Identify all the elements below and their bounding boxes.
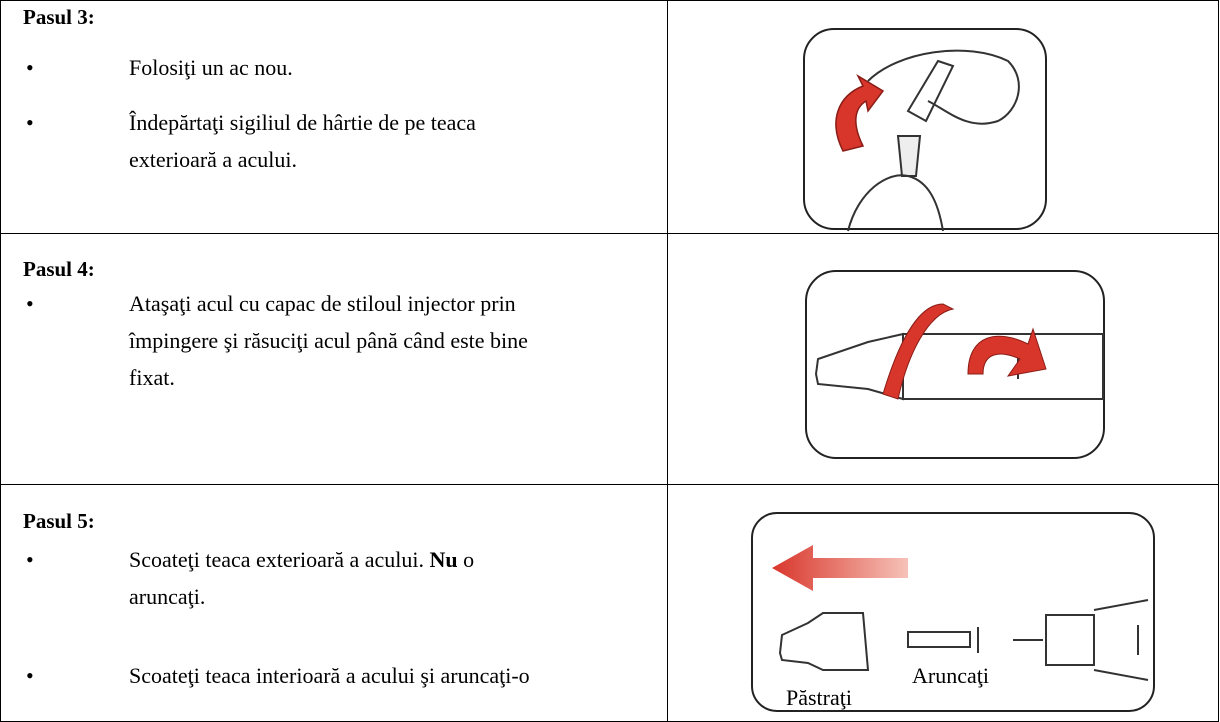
text-line: aruncaţi. — [129, 584, 206, 609]
illustration — [805, 270, 1105, 459]
image-label: Păstraţi — [786, 685, 852, 710]
text-cell: Pasul 5: • Scoateţi teaca exterioară a ac… — [1, 485, 668, 721]
text-line: Ataşaţi acul cu capac de stiloul injecto… — [129, 291, 516, 316]
text-line: împingere şi răsuciţi acul până când est… — [129, 328, 528, 353]
table-row: Pasul 3: • Folosiţi un ac nou. • Îndepărta… — [0, 0, 1219, 234]
step-title: Pasul 5: — [23, 509, 95, 533]
text-line: Îndepărtaţi sigiliul de hârtie de pe tea… — [129, 110, 476, 135]
text-segment: Scoateţi teaca exterioară a acului. — [129, 547, 424, 572]
table-row: Pasul 5: • Scoateţi teaca exterioară a ac… — [0, 484, 1219, 722]
bullet-item: • Scoateţi teaca exterioară a acului. Nu … — [23, 541, 667, 615]
text-line: Scoateţi teaca exterioară a acului. Nu o — [129, 541, 667, 578]
bullet-symbol: • — [26, 55, 34, 80]
image-label: Aruncaţi — [912, 663, 989, 688]
text-line: Folosiţi un ac nou. — [129, 55, 293, 80]
step-title: Pasul 4: — [23, 257, 95, 281]
illustration — [803, 28, 1047, 232]
step-title: Pasul 3: — [23, 5, 95, 29]
text-line: exterioară a acului. — [129, 147, 297, 172]
text-line: fixat. — [129, 365, 175, 390]
text-line: Scoateţi teaca interioară a acului şi ar… — [129, 663, 530, 688]
bullet-item: • Folosiţi un ac nou. — [23, 49, 667, 86]
illustration: Păstraţi Aruncaţi — [751, 512, 1155, 712]
bullet-item: • Ataşaţi acul cu capac de stiloul inject… — [23, 285, 667, 396]
bullet-symbol: • — [26, 291, 34, 316]
text-cell: Pasul 3: • Folosiţi un ac nou. • Îndepărta… — [1, 1, 668, 233]
text-cell: Pasul 4: • Ataşaţi acul cu capac de stilo… — [1, 234, 668, 484]
table-row: Pasul 4: • Ataşaţi acul cu capac de stilo… — [0, 233, 1219, 485]
bullet-item: • Îndepărtaţi sigiliul de hârtie de pe te… — [23, 104, 667, 178]
text-segment: o — [463, 547, 475, 572]
bullet-item: • Scoateţi teaca interioară a acului şi a… — [23, 657, 667, 694]
bold-text: Nu — [429, 547, 458, 572]
bullet-symbol: • — [26, 110, 34, 135]
bullet-symbol: • — [26, 663, 34, 688]
bullet-symbol: • — [26, 547, 34, 572]
